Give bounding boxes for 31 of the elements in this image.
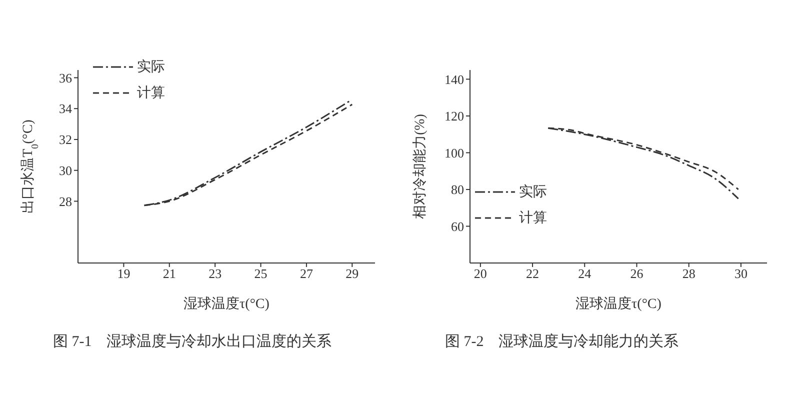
x-tick-label: 21 [162, 266, 176, 282]
caption: 图 7-1 湿球温度与冷却水出口温度的关系 [53, 332, 333, 351]
x-tick-label: 24 [578, 266, 592, 282]
x-tick-label: 30 [734, 266, 748, 282]
x-tick-label: 25 [254, 266, 268, 282]
x-tick-label: 20 [474, 266, 487, 282]
legend-label: 实际 [519, 183, 547, 201]
x-tick-label: 29 [346, 266, 359, 282]
y-tick-label: 60 [451, 218, 464, 234]
x-tick-label: 23 [208, 266, 222, 282]
legend-label: 计算 [519, 210, 547, 227]
x-tick-label: 27 [300, 266, 314, 282]
y-tick-label: 30 [59, 162, 72, 178]
y-tick-label: 32 [59, 132, 72, 148]
x-tick-label: 22 [526, 266, 540, 282]
y-tick-label: 80 [451, 182, 464, 198]
y-tick-label: 100 [444, 145, 464, 160]
y-tick-label: 140 [444, 72, 464, 87]
caption: 图 7-2 湿球温度与冷却能力的关系 [445, 332, 680, 351]
legend-label: 计算 [137, 84, 165, 102]
x-tick-label: 28 [682, 266, 696, 282]
x-axis-title: 湿球温度τ(°C) [576, 296, 662, 312]
y-axis-title: 相对冷却能力(%) [412, 114, 428, 219]
legend-label: 实际 [137, 58, 165, 76]
y-tick-label: 34 [59, 101, 72, 116]
x-tick-label: 26 [630, 266, 644, 282]
y-tick-label: 28 [59, 194, 72, 209]
x-tick-label: 19 [117, 266, 130, 282]
y-tick-label: 120 [444, 108, 464, 124]
x-axis-title: 湿球温度τ(°C) [184, 296, 270, 312]
y-tick-label: 36 [59, 70, 72, 86]
